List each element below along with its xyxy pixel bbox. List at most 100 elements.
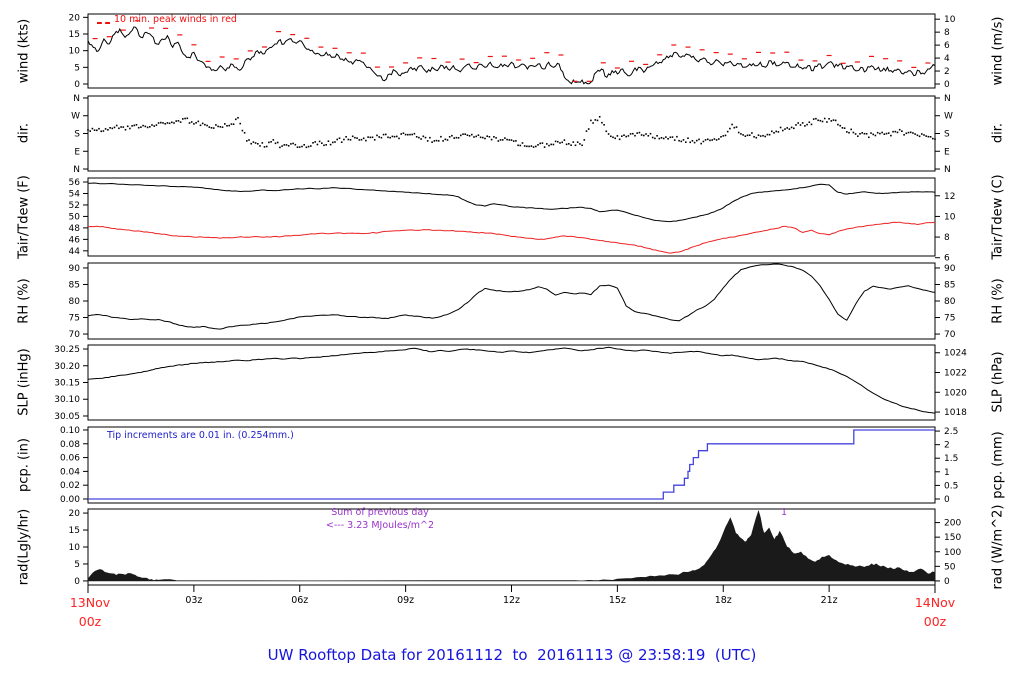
wind-direction-dots [365,139,367,142]
wind-direction-dots [473,136,475,138]
wind-direction-dots [307,145,310,148]
wind-direction-dots [358,139,361,141]
wind-direction-dots [265,145,268,148]
wind-direction-dots [852,131,855,134]
wind-right-tick-label: 4 [944,54,950,64]
wind-direction-dots [155,124,158,126]
wind-direction-dots [413,132,416,135]
wind-direction-dots [806,123,808,126]
temp-left-tick-label: 44 [69,247,81,257]
wind-direction-dots [530,145,533,147]
ylabel-slp-hpa: SLP (hPa) [990,351,1006,413]
wind-direction-dots [550,143,552,146]
wind-direction-dots [828,118,830,120]
wind-direction-dots [96,129,98,132]
ylabel-rh-right: RH (%) [990,278,1006,324]
wind-direction-dots [166,122,169,124]
ylabel-pcp-in: pcp. (in) [16,438,32,492]
wind-direction-dots [658,137,661,140]
dir-left-tick-label: E [74,147,80,157]
temp-right-tick-label: 6 [944,254,950,264]
wind-direction-dots [720,136,722,138]
slp-line [87,346,936,414]
wind-direction-dots [552,143,555,146]
wind-direction-dots [645,133,647,135]
pcp-left-tick-label: 0.04 [60,467,80,477]
wind-direction-dots [898,128,901,131]
wind-direction-dots [821,120,824,123]
wind-direction-dots [334,141,336,143]
wind-direction-dots [846,131,848,133]
wind-direction-dots [272,139,275,141]
pcp-left-tick-label: 0.00 [60,495,80,505]
wind-direction-dots [281,145,283,147]
wind-direction-dots [596,119,599,122]
wind-direction-dots [243,132,246,134]
wind-direction-dots [881,131,883,134]
wind-direction-dots [349,139,352,141]
wind-direction-dots [248,139,250,141]
wind-direction-dots [287,145,290,147]
temp-left-tick-label: 52 [69,201,80,211]
wind-direction-dots [173,122,175,124]
wind-direction-dots [285,144,288,146]
wind-direction-dots [274,142,277,145]
wind-direction-dots [201,122,204,125]
slp-left-tick-label: 30.15 [54,379,80,389]
wind-direction-dots [563,139,566,141]
wind-direction-dots [347,138,350,141]
wind-direction-dots [651,136,654,139]
wind-direction-dots [669,136,672,139]
wind-direction-dots [199,124,202,127]
wind-direction-dots [850,128,852,131]
wind-direction-dots [206,124,208,127]
wind-direction-dots [466,134,469,136]
wind-direction-dots [859,133,861,135]
wind-direction-dots [212,127,215,129]
wind-direction-dots [268,141,270,144]
x-axis-tick-label: 09z [397,595,414,606]
wind-direction-dots [310,145,312,147]
temp-panel-border [87,177,936,257]
wind-direction-dots [124,128,127,131]
wind-direction-dots [462,133,464,135]
wind-direction-dots [647,135,650,137]
wind-direction-dots [387,136,389,139]
x-start-date-label: 13Nov 00z [55,593,125,631]
wind-direction-dots [437,140,440,142]
wind-direction-dots [190,121,193,123]
wind-direction-dots [777,131,780,133]
wind-direction-dots [321,142,323,144]
wind-direction-dots [122,126,125,128]
wind-direction-dots [848,131,850,134]
wind-direction-dots [396,135,398,138]
rad-right-tick-label: 50 [944,562,956,572]
wind-direction-dots [232,123,235,125]
wind-direction-dots [93,129,96,131]
wind-direction-dots [885,132,888,135]
wind-direction-dots [126,125,129,128]
pcp-right-tick-label: 0 [944,495,950,505]
wind-direction-dots [369,136,372,139]
wind-direction-dots [826,121,828,123]
wind-direction-dots [184,117,186,120]
wind-direction-dots [704,139,707,141]
wind-direction-dots [673,139,676,141]
wind-direction-dots [901,130,903,132]
wind-direction-dots [508,139,511,141]
wind-direction-dots [764,135,766,138]
wind-direction-dots [610,135,612,138]
wind-direction-dots [261,142,264,144]
wind-direction-dots [111,127,114,130]
slp-right-tick-label: 1022 [944,369,967,379]
wind-direction-dots [912,132,914,134]
wind-direction-dots [892,130,894,133]
dir-right-tick-label: N [944,94,951,104]
wind-direction-dots [656,135,658,137]
wind-direction-dots [927,135,930,138]
wind-direction-dots [870,132,872,134]
wind-direction-dots [662,137,665,140]
wind-right-tick-label: 2 [944,67,950,77]
wind-direction-dots [464,133,466,135]
wind-direction-dots [435,139,438,142]
